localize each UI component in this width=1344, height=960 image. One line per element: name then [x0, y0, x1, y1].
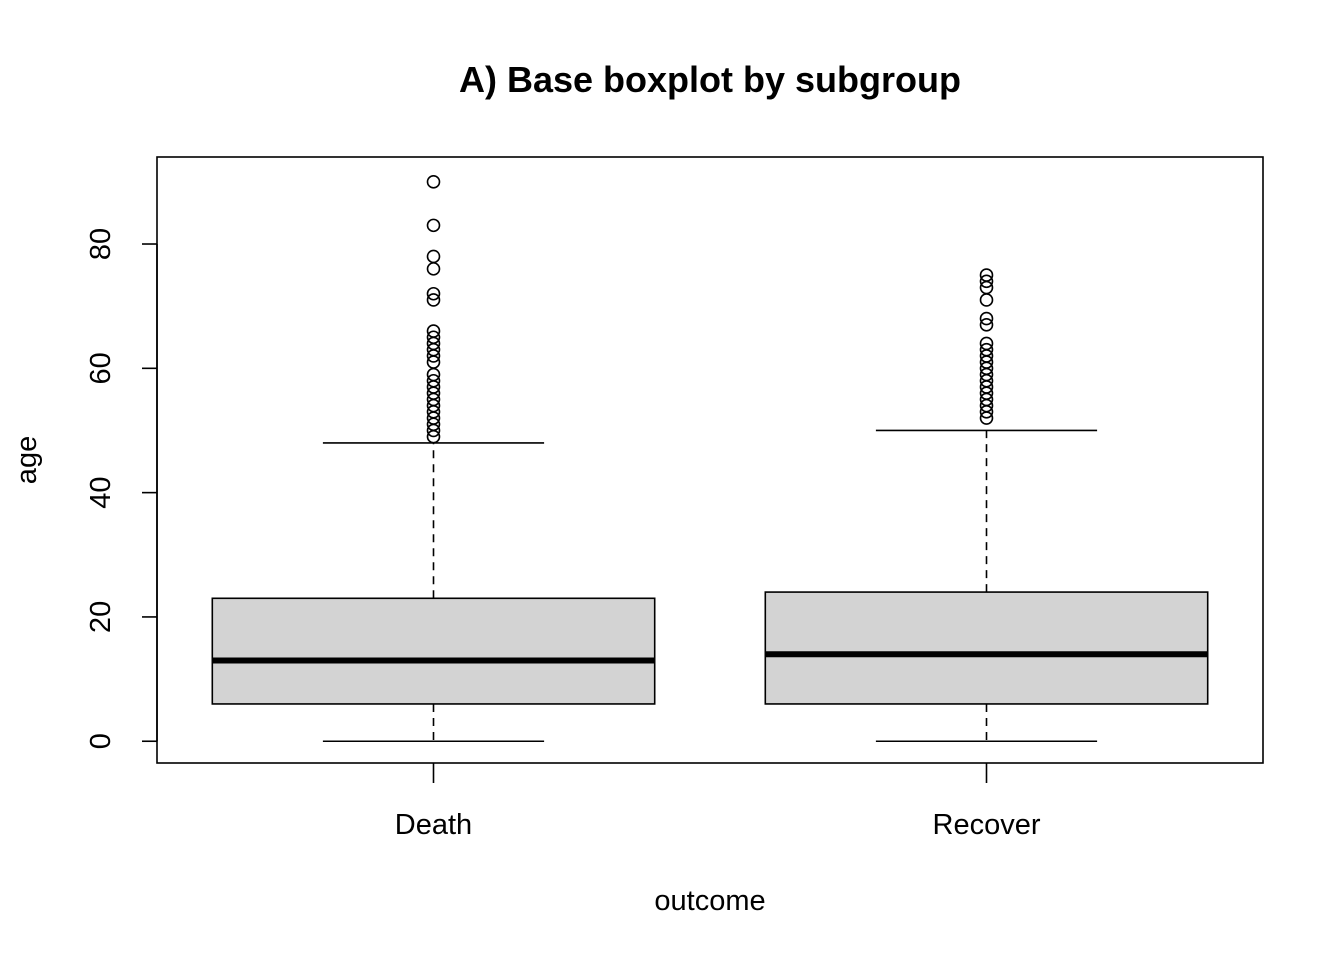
- y-axis-label: age: [11, 436, 43, 484]
- outlier-point: [979, 318, 994, 332]
- outlier-point: [426, 330, 441, 345]
- boxes: [211, 175, 1209, 743]
- outlier-point: [426, 286, 441, 301]
- outlier-point: [426, 373, 441, 388]
- iqr-box: [211, 597, 656, 705]
- outlier-point: [426, 262, 441, 276]
- outlier-point: [979, 293, 994, 307]
- chart-title: A) Base boxplot by subgroup: [459, 59, 961, 100]
- outlier-point: [426, 249, 441, 264]
- x-tick-label: Death: [395, 809, 472, 841]
- y-tick-label: 80: [85, 228, 117, 260]
- outlier-point: [979, 336, 994, 351]
- y-axis: 0 20 40 60 80: [85, 228, 158, 749]
- outlier-point: [979, 342, 994, 357]
- box-group-death: [211, 175, 656, 743]
- box-group-recover: [764, 268, 1209, 743]
- y-tick-label: 60: [85, 352, 117, 384]
- outlier-point: [979, 311, 994, 326]
- x-tick-label: Recover: [933, 809, 1041, 841]
- x-axis-label: outcome: [654, 885, 765, 917]
- x-axis: Death Recover: [395, 763, 1041, 841]
- outlier-point: [426, 293, 441, 307]
- y-tick-label: 40: [85, 476, 117, 508]
- outlier-point: [426, 175, 441, 189]
- outlier-point: [979, 268, 994, 282]
- outlier-point: [426, 218, 441, 233]
- outlier-point: [426, 324, 441, 338]
- y-tick-label: 20: [85, 601, 117, 633]
- y-tick-label: 0: [85, 733, 117, 749]
- iqr-box: [764, 591, 1209, 705]
- outlier-point: [979, 274, 994, 289]
